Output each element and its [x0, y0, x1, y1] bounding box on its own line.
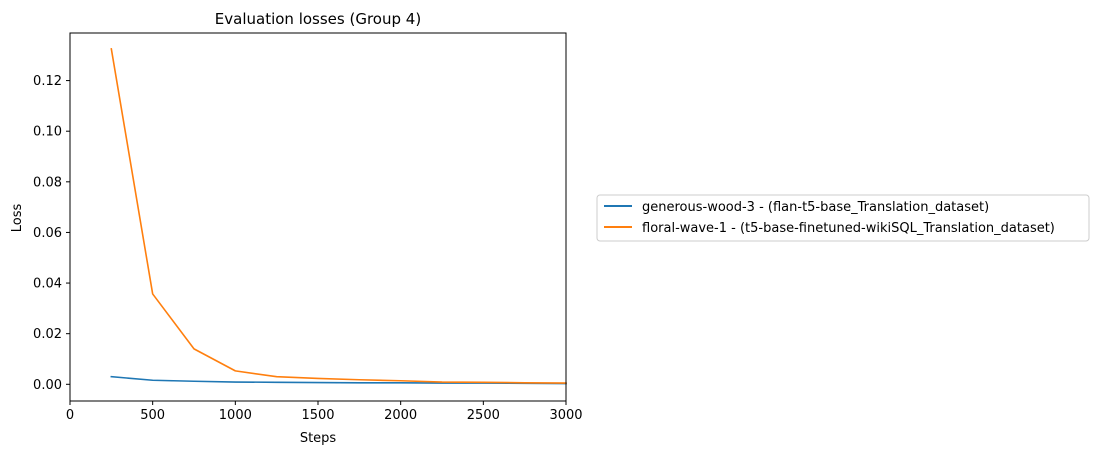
y-tick-label: 0.12	[33, 74, 62, 89]
series-layer	[110, 48, 567, 385]
axes-layer: 0 500 1000 1500 2000 2500 3000 0.00 0.02 0.04 0.06…	[33, 32, 583, 423]
y-axis-label: Loss	[10, 204, 25, 233]
y-tick-label: 0.10	[33, 125, 62, 140]
x-tick-label: 3000	[549, 408, 582, 423]
legend-box	[596, 194, 1090, 242]
y-tick-label: 0.02	[33, 327, 62, 342]
x-tick-label: 1500	[301, 408, 334, 423]
x-tick-label: 1000	[219, 408, 252, 423]
x-tick-label: 2500	[467, 408, 500, 423]
series-line-floral-wave-1	[110, 48, 567, 384]
y-tick-label: 0.06	[33, 226, 62, 241]
y-tick-label: 0.00	[33, 378, 62, 393]
legend: generous-wood-3 - (flan-t5-base_Translat…	[596, 194, 1090, 242]
x-tick-label: 2000	[384, 408, 417, 423]
legend-label-generous-wood-3: generous-wood-3 - (flan-t5-base_Translat…	[642, 200, 989, 215]
x-axis-label: Steps	[300, 431, 337, 446]
y-tick-label: 0.08	[33, 175, 62, 190]
x-tick-label: 500	[140, 408, 165, 423]
x-tick-label: 0	[66, 408, 74, 423]
y-tick-label: 0.04	[33, 277, 62, 292]
chart-title: Evaluation losses (Group 4)	[215, 10, 421, 28]
legend-label-floral-wave-1: floral-wave-1 - (t5-base-finetuned-wikiS…	[642, 221, 1055, 236]
plot-frame	[69, 32, 567, 402]
